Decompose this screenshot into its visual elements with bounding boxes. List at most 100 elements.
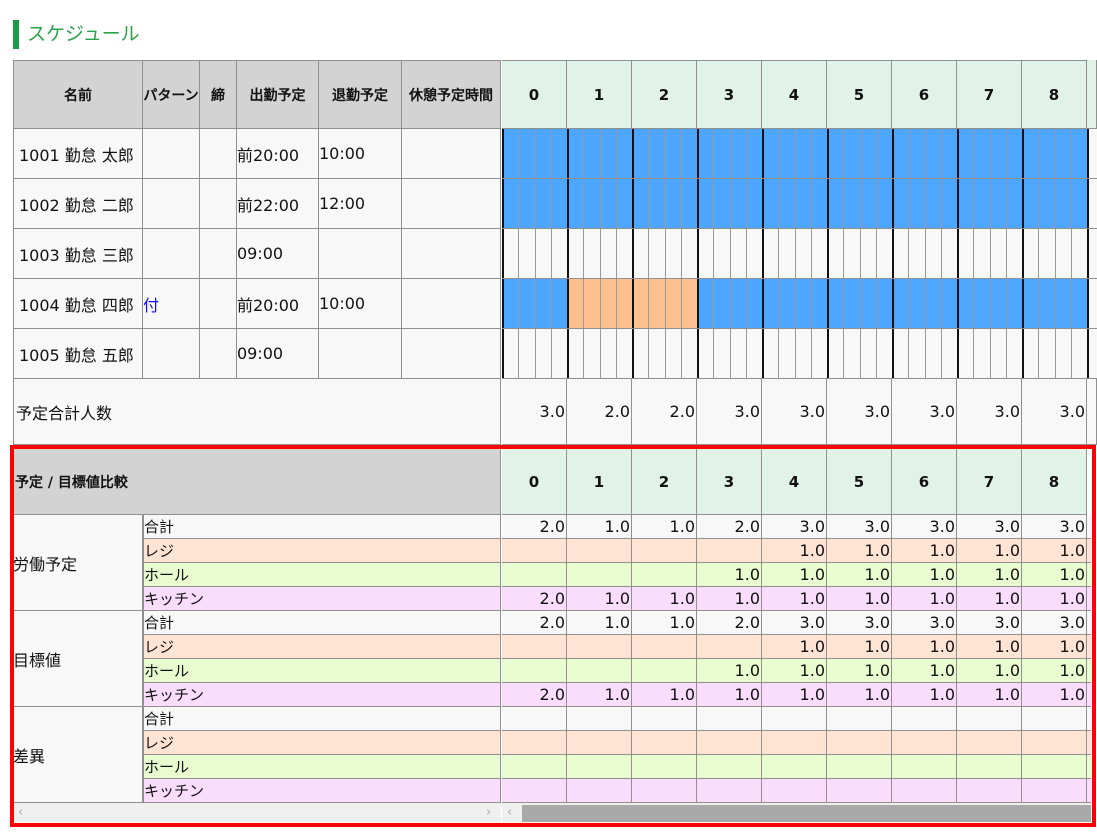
total-value: 2.0	[632, 379, 697, 445]
scrollbar-thumb[interactable]	[522, 805, 1091, 822]
timeline-work-block[interactable]	[1022, 279, 1087, 329]
comparison-header: 予定 / 目標値比較	[13, 449, 501, 515]
timeline-break-block[interactable]	[567, 279, 632, 329]
comparison-value: 1.0	[957, 635, 1022, 659]
timeline-slot[interactable]	[762, 329, 827, 379]
timeline-work-block[interactable]	[1022, 129, 1087, 179]
timeline-work-block[interactable]	[567, 129, 632, 179]
timeline-slot[interactable]	[1087, 329, 1097, 379]
hour-header: 8	[1022, 60, 1087, 129]
timeline-work-block[interactable]	[957, 279, 1022, 329]
page-title: スケジュール	[27, 23, 140, 45]
comparison-value: 2.0	[502, 515, 567, 539]
comparison-value: 1.0	[827, 635, 892, 659]
timeline-slot[interactable]	[1022, 229, 1087, 279]
comparison-value: 3.0	[957, 611, 1022, 635]
timeline-work-block[interactable]	[567, 179, 632, 229]
row-end: 10:00	[319, 129, 402, 179]
timeline-slot[interactable]	[762, 229, 827, 279]
timeline-work-block[interactable]	[632, 129, 697, 179]
timeline-work-block[interactable]	[957, 129, 1022, 179]
hour-header: 6	[892, 60, 957, 129]
cell	[1087, 611, 1091, 635]
timeline-work-block[interactable]	[892, 129, 957, 179]
group-label: 労働予定	[13, 515, 143, 611]
timeline-slot[interactable]	[632, 229, 697, 279]
total-value: 2.0	[567, 379, 632, 445]
timeline-work-block[interactable]	[957, 179, 1022, 229]
timeline-work-block[interactable]	[632, 179, 697, 229]
timeline-slot[interactable]	[1087, 179, 1097, 229]
pattern-link[interactable]	[143, 229, 200, 279]
comparison-value: 1.0	[632, 683, 697, 707]
timeline-work-block[interactable]	[762, 179, 827, 229]
timeline-work-block[interactable]	[697, 129, 762, 179]
pattern-link[interactable]	[143, 329, 200, 379]
timeline-work-block[interactable]	[502, 129, 567, 179]
comparison-hour-header: 8	[1022, 449, 1087, 515]
comparison-value	[567, 563, 632, 587]
timeline-slot[interactable]	[892, 229, 957, 279]
left-horizontal-scrollbar[interactable]	[14, 803, 501, 822]
comparison-value: 3.0	[827, 611, 892, 635]
comparison-value: 1.0	[892, 635, 957, 659]
scroll-right-arrow[interactable]: ›	[486, 805, 492, 820]
comparison-value	[697, 539, 762, 563]
total-value: 3.0	[1022, 379, 1087, 445]
timeline-work-block[interactable]	[892, 179, 957, 229]
timeline-work-block[interactable]	[827, 129, 892, 179]
timeline-work-block[interactable]	[697, 279, 762, 329]
comparison-value	[1022, 755, 1087, 779]
column-header-start: 出勤予定	[237, 60, 319, 129]
comparison-value	[502, 707, 567, 731]
category-label: レジ	[143, 635, 501, 659]
timeline-work-block[interactable]	[892, 279, 957, 329]
comparison-value: 3.0	[762, 515, 827, 539]
comparison-value: 1.0	[567, 515, 632, 539]
comparison-value: 1.0	[827, 539, 892, 563]
comparison-hour-header: 1	[567, 449, 632, 515]
comparison-value	[567, 707, 632, 731]
right-horizontal-scrollbar[interactable]	[502, 803, 1091, 822]
timeline-slot[interactable]	[567, 229, 632, 279]
timeline-slot[interactable]	[567, 329, 632, 379]
timeline-work-block[interactable]	[697, 179, 762, 229]
timeline-slot[interactable]	[502, 329, 567, 379]
comparison-value: 1.0	[697, 587, 762, 611]
timeline-work-block[interactable]	[827, 179, 892, 229]
comparison-value: 1.0	[632, 587, 697, 611]
comparison-value	[892, 731, 957, 755]
timeline-work-block[interactable]	[502, 279, 567, 329]
timeline-slot[interactable]	[502, 229, 567, 279]
pattern-link[interactable]	[143, 179, 200, 229]
timeline-work-block[interactable]	[827, 279, 892, 329]
timeline-slot[interactable]	[827, 329, 892, 379]
scroll-left-arrow[interactable]: ‹	[18, 805, 24, 820]
timeline-slot[interactable]	[1087, 279, 1097, 329]
timeline-slot[interactable]	[892, 329, 957, 379]
comparison-hour-header: 4	[762, 449, 827, 515]
timeline-break-block[interactable]	[632, 279, 697, 329]
timeline-slot[interactable]	[697, 229, 762, 279]
cell	[1087, 635, 1091, 659]
row-start: 09:00	[237, 329, 319, 379]
timeline-work-block[interactable]	[762, 129, 827, 179]
timeline-slot[interactable]	[697, 329, 762, 379]
timeline-slot[interactable]	[1022, 329, 1087, 379]
pattern-link[interactable]	[143, 129, 200, 179]
comparison-value	[632, 563, 697, 587]
cell	[1087, 515, 1091, 539]
comparison-value: 3.0	[892, 611, 957, 635]
timeline-work-block[interactable]	[502, 179, 567, 229]
timeline-slot[interactable]	[957, 329, 1022, 379]
timeline-slot[interactable]	[827, 229, 892, 279]
timeline-slot[interactable]	[957, 229, 1022, 279]
timeline-slot[interactable]	[1087, 129, 1097, 179]
pattern-link[interactable]: 付	[143, 279, 200, 329]
timeline-slot[interactable]	[632, 329, 697, 379]
timeline-slot[interactable]	[1087, 229, 1097, 279]
comparison-value	[502, 635, 567, 659]
timeline-work-block[interactable]	[762, 279, 827, 329]
timeline-work-block[interactable]	[1022, 179, 1087, 229]
scroll-left-arrow[interactable]: ‹	[507, 805, 513, 820]
